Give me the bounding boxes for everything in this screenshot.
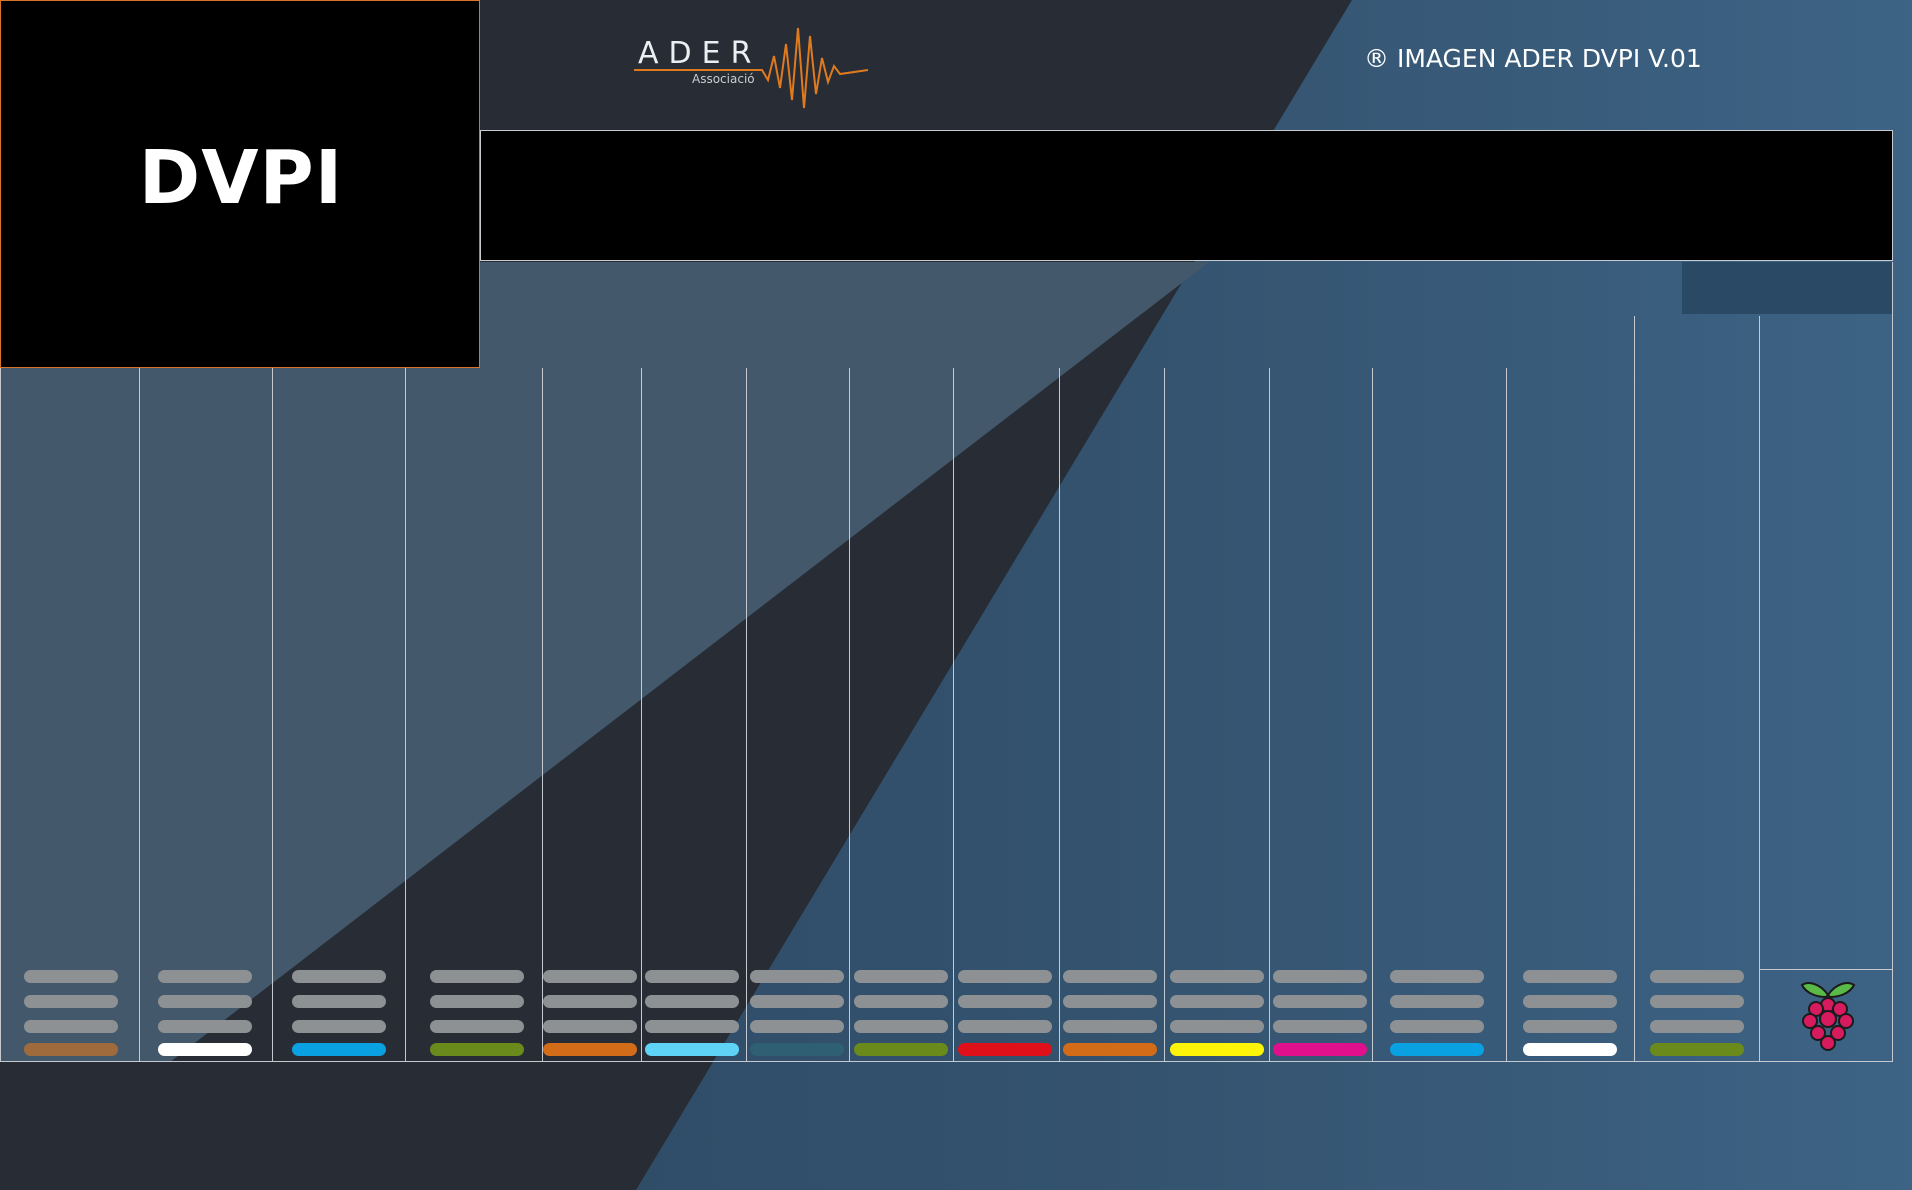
channel-slot[interactable]	[430, 995, 524, 1008]
channel-slot[interactable]	[854, 1020, 948, 1033]
column-divider	[953, 368, 954, 1062]
channel-slot[interactable]	[1273, 970, 1367, 983]
channel-slot[interactable]	[958, 995, 1052, 1008]
column-divider	[272, 368, 273, 1062]
channel-slot[interactable]	[543, 995, 637, 1008]
channel-slot[interactable]	[158, 1020, 252, 1033]
channel-slot[interactable]	[1650, 995, 1744, 1008]
channel-slot[interactable]	[958, 1020, 1052, 1033]
channel-color-tag[interactable]	[1170, 1043, 1264, 1056]
column-divider	[1164, 368, 1165, 1062]
channel-slot[interactable]	[158, 995, 252, 1008]
raspberry-pi-icon	[1800, 982, 1856, 1051]
column-divider	[1892, 262, 1893, 1062]
channel-slot[interactable]	[750, 1020, 844, 1033]
channel-slot[interactable]	[430, 1020, 524, 1033]
ader-subtitle: Associació	[692, 72, 755, 86]
rpi-box-top-line	[1759, 969, 1893, 970]
panel-right-shade	[1682, 262, 1892, 314]
channel-color-tag[interactable]	[958, 1043, 1052, 1056]
column-divider	[1059, 368, 1060, 1062]
channel-slot[interactable]	[292, 970, 386, 983]
channel-slot[interactable]	[1523, 1020, 1617, 1033]
column-divider	[746, 368, 747, 1062]
column-divider	[139, 368, 140, 1062]
channel-slot[interactable]	[958, 970, 1052, 983]
ader-name: ADER	[638, 36, 762, 71]
channel-slot[interactable]	[645, 995, 739, 1008]
channel-slot[interactable]	[292, 1020, 386, 1033]
column-divider	[1759, 316, 1760, 1062]
channel-color-tag[interactable]	[750, 1043, 844, 1056]
column-divider	[1634, 316, 1635, 1062]
channel-slot[interactable]	[292, 995, 386, 1008]
column-divider	[849, 368, 850, 1062]
channel-slot[interactable]	[1063, 1020, 1157, 1033]
channel-slot[interactable]	[430, 970, 524, 983]
channel-slot[interactable]	[543, 1020, 637, 1033]
channel-slot[interactable]	[1063, 970, 1157, 983]
channel-slot[interactable]	[854, 995, 948, 1008]
column-divider	[405, 368, 406, 1062]
channel-color-tag[interactable]	[1523, 1043, 1617, 1056]
channel-color-tag[interactable]	[645, 1043, 739, 1056]
waveform-icon	[634, 27, 869, 109]
title-bar	[480, 130, 1893, 261]
channel-slot[interactable]	[1650, 970, 1744, 983]
channel-slot[interactable]	[1390, 970, 1484, 983]
channel-color-tag[interactable]	[430, 1043, 524, 1056]
channel-slot[interactable]	[1523, 995, 1617, 1008]
channel-slot[interactable]	[1063, 995, 1157, 1008]
channel-color-tag[interactable]	[292, 1043, 386, 1056]
channel-color-tag[interactable]	[1063, 1043, 1157, 1056]
channel-slot[interactable]	[1273, 995, 1367, 1008]
channel-slot[interactable]	[1170, 995, 1264, 1008]
channel-slot[interactable]	[1523, 970, 1617, 983]
channel-slot[interactable]	[24, 1020, 118, 1033]
column-divider	[1372, 368, 1373, 1062]
channel-color-tag[interactable]	[1390, 1043, 1484, 1056]
channel-color-tag[interactable]	[543, 1043, 637, 1056]
channel-slot[interactable]	[24, 970, 118, 983]
channel-color-tag[interactable]	[1650, 1043, 1744, 1056]
column-divider	[641, 368, 642, 1062]
channel-color-tag[interactable]	[24, 1043, 118, 1056]
channel-slot[interactable]	[1170, 1020, 1264, 1033]
channel-slot[interactable]	[1390, 1020, 1484, 1033]
channel-slot[interactable]	[1390, 995, 1484, 1008]
channel-slot[interactable]	[1273, 1020, 1367, 1033]
channel-color-tag[interactable]	[1273, 1043, 1367, 1056]
channel-slot[interactable]	[1650, 1020, 1744, 1033]
ader-logo: ADER Associació	[632, 22, 870, 114]
channel-slot[interactable]	[158, 970, 252, 983]
channel-slot[interactable]	[750, 970, 844, 983]
column-divider	[1269, 368, 1270, 1062]
dvpi-logo-text: DVPI	[138, 135, 344, 221]
channel-slot[interactable]	[1170, 970, 1264, 983]
channel-slot[interactable]	[750, 995, 844, 1008]
channel-slot[interactable]	[543, 970, 637, 983]
version-label: ® IMAGEN ADER DVPI V.01	[1364, 44, 1702, 73]
channel-slot[interactable]	[645, 1020, 739, 1033]
channel-slot[interactable]	[854, 970, 948, 983]
channel-color-tag[interactable]	[158, 1043, 252, 1056]
channel-slot[interactable]	[24, 995, 118, 1008]
grid-bottom-line	[0, 1061, 1893, 1062]
channel-color-tag[interactable]	[854, 1043, 948, 1056]
column-divider	[542, 368, 543, 1062]
dvpi-logo-box: DVPI	[0, 0, 480, 368]
column-divider	[1506, 368, 1507, 1062]
channel-slot[interactable]	[645, 970, 739, 983]
column-divider	[0, 368, 1, 1062]
